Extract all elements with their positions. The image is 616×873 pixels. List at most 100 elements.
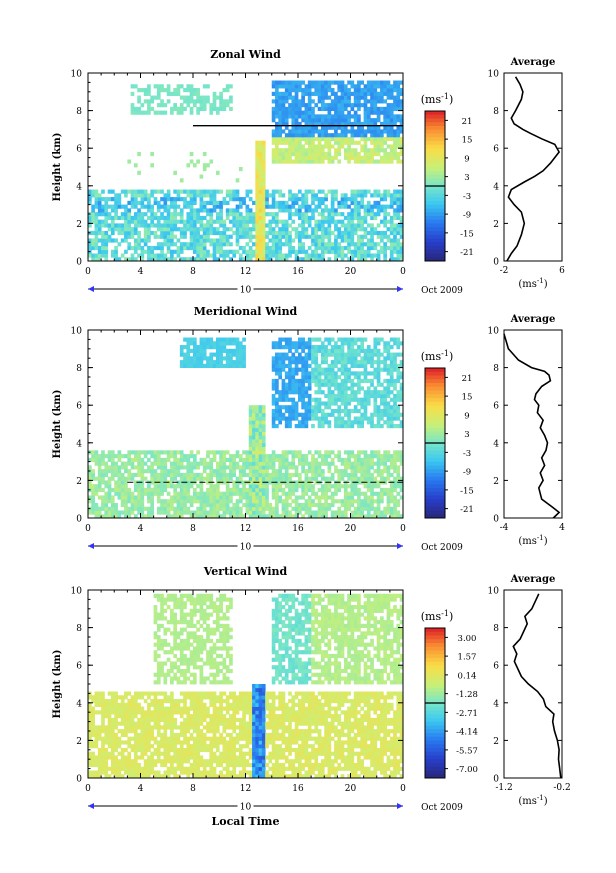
heatmap-cell [320,390,325,395]
heatmap-cell [366,356,371,361]
heatmap-cell [91,706,95,711]
heatmap-cell [366,420,371,425]
heatmap-cell [314,450,319,455]
heatmap-cell [383,114,387,119]
heatmap-cell [389,416,394,421]
heatmap-cell [225,495,230,500]
heatmap-cell [281,450,286,455]
heatmap-cell [153,95,158,100]
heatmap-cell [278,230,282,236]
heatmap-cell [399,386,404,391]
heatmap-cell [206,502,210,508]
heatmap-cell [294,382,299,387]
heatmap-cell [314,390,319,395]
heatmap-cell [261,223,266,228]
heatmap-cell [163,469,168,474]
heatmap-cell [393,461,397,466]
heatmap-cell [222,234,227,239]
heatmap-cell [383,461,387,466]
heatmap-cell [330,390,335,395]
heatmap-cell [193,491,197,496]
heatmap-cell [294,114,299,119]
heatmap-cell [383,510,387,515]
heatmap-cell [288,412,292,417]
heatmap-cell [350,382,355,387]
heatmap-cell [124,461,128,466]
heatmap-cell [196,257,200,262]
heatmap-cell [232,249,237,254]
heatmap-cell [298,461,302,466]
heatmap-cell [396,499,401,504]
heatmap-cell [284,495,289,500]
heatmap-cell [261,163,266,168]
heatmap-cell [386,502,391,508]
heatmap-cell [343,99,348,104]
heatmap-cell [252,446,256,451]
heatmap-cell [189,469,194,474]
heatmap-cell [291,461,296,466]
heatmap-cell [350,371,355,376]
colorbar-segment [425,379,445,384]
heatmap-cell [340,476,345,481]
heatmap-cell [366,242,371,247]
heatmap-cell [284,234,289,239]
heatmap-cell [386,345,391,350]
heatmap-cell [278,189,282,194]
heatmap-cell [186,163,191,168]
heatmap-cell [120,465,125,470]
heatmap-cell [222,491,227,496]
heatmap-cell [343,360,348,365]
heatmap-cell [298,223,302,228]
heatmap-cell [304,476,309,481]
heatmap-cell [314,125,319,130]
heatmap-cell [281,356,286,361]
heatmap-cell [261,155,266,160]
colorbar-segment [425,178,445,183]
heatmap-cell [366,469,371,474]
heatmap-cell [281,345,286,350]
heatmap-cell [219,253,223,258]
heatmap-cell [288,484,292,489]
heatmap-cell [189,484,194,489]
heatmap-cell [317,424,322,429]
heatmap-cell [156,454,161,459]
heatmap-cell [340,257,345,262]
heatmap-cell [360,506,365,511]
heatmap-cell [222,242,227,247]
heatmap-cell [314,371,319,376]
heatmap-cell [261,174,266,179]
heatmap-cell [360,386,365,391]
heatmap-cell [343,457,348,462]
heatmap-cell [278,133,282,138]
heatmap-cell [238,360,243,365]
x-tick-label: 4 [138,524,144,534]
heatmap-cell [291,80,296,85]
heatmap-cell [301,155,305,160]
heatmap-cell [101,253,105,258]
heatmap-cell [304,360,309,365]
heatmap-cell [215,502,220,508]
heatmap-cell [163,487,168,493]
heatmap-cell [353,405,358,410]
heatmap-cell [225,506,230,511]
heatmap-cell [327,133,332,138]
heatmap-cell [396,345,401,350]
heatmap-cell [215,245,220,251]
heatmap-cell [183,465,187,470]
heatmap-cell [186,476,191,481]
heatmap-cell [357,106,361,111]
heatmap-cell [209,484,214,489]
heatmap-cell [117,495,122,500]
heatmap-cell [252,514,256,519]
day-label-bg [237,284,254,294]
heatmap-cell [284,136,289,142]
heatmap-cell [193,337,197,342]
heatmap-cell [140,88,145,93]
heatmap-cell [160,253,164,258]
heatmap-cell [238,510,243,515]
heatmap-cell [281,360,286,365]
heatmap-cell [330,337,335,342]
heatmap-cell [288,148,292,153]
heatmap-cell [366,360,371,365]
heatmap-cell [193,91,197,96]
